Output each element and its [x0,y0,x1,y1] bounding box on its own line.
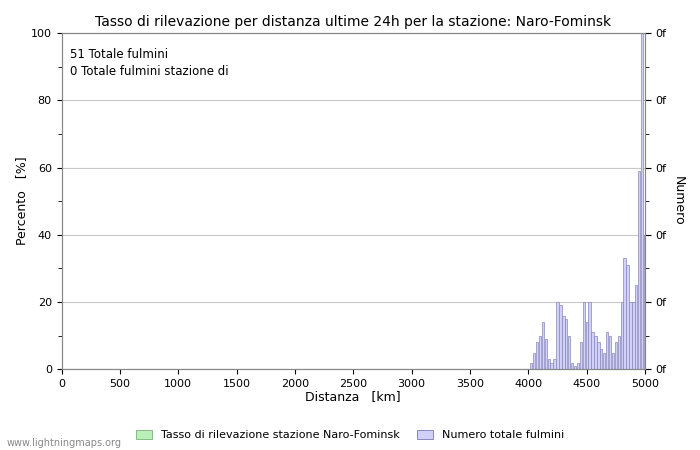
Bar [594,336,596,369]
Bar [582,302,585,369]
Bar [641,33,643,369]
Bar [603,352,606,369]
Text: 51 Totale fulmini: 51 Totale fulmini [70,48,169,61]
Bar [597,342,599,369]
Bar [592,333,594,369]
Bar [565,319,568,369]
Bar [585,322,588,369]
Y-axis label: Numero: Numero [672,176,685,226]
Bar [632,302,634,369]
Bar [600,349,603,369]
Bar [545,339,547,369]
Bar [574,366,576,369]
Bar [559,306,561,369]
Bar [635,285,638,369]
Title: Tasso di rilevazione per distanza ultime 24h per la stazione: Naro-Fominsk: Tasso di rilevazione per distanza ultime… [95,15,611,29]
Bar [530,363,533,369]
Bar [556,302,559,369]
Bar [615,342,617,369]
Bar [606,333,608,369]
Legend: Tasso di rilevazione stazione Naro-Fominsk, Numero totale fulmini: Tasso di rilevazione stazione Naro-Fomin… [131,425,569,445]
Bar [612,352,614,369]
Bar [577,363,579,369]
Bar [550,363,553,369]
Bar [609,336,611,369]
Bar [624,258,626,369]
Bar [589,302,591,369]
X-axis label: Distanza   [km]: Distanza [km] [305,391,401,404]
Bar [629,302,631,369]
Bar [620,302,623,369]
Bar [533,352,536,369]
Bar [638,171,640,369]
Bar [580,342,582,369]
Bar [554,359,556,369]
Text: www.lightningmaps.org: www.lightningmaps.org [7,438,122,448]
Bar [539,336,541,369]
Bar [626,265,629,369]
Bar [562,315,564,369]
Bar [571,363,573,369]
Y-axis label: Percento   [%]: Percento [%] [15,157,28,246]
Bar [547,359,550,369]
Bar [542,322,544,369]
Bar [617,336,620,369]
Bar [644,235,646,369]
Bar [536,342,538,369]
Text: 0 Totale fulmini stazione di: 0 Totale fulmini stazione di [70,65,229,78]
Bar [568,336,570,369]
